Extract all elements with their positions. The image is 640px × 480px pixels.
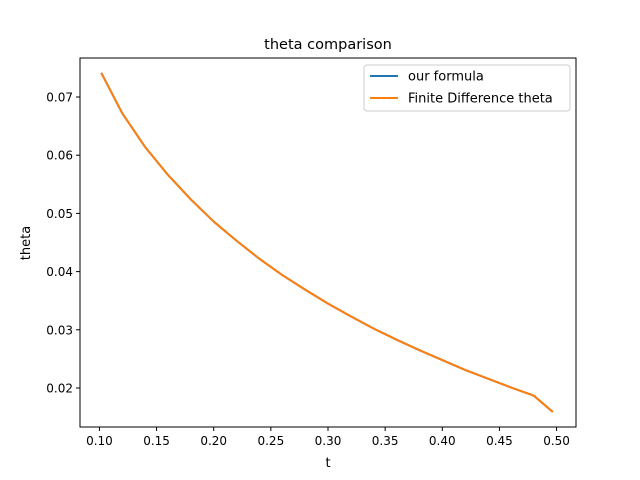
chart-title: theta comparison — [264, 37, 392, 53]
x-axis-label: t — [325, 456, 330, 471]
y-tick-label: 0.05 — [46, 207, 73, 221]
x-tick-label: 0.35 — [372, 434, 399, 448]
y-tick-label: 0.06 — [46, 149, 73, 163]
x-tick-label: 0.45 — [486, 434, 513, 448]
x-tick-label: 0.50 — [543, 434, 570, 448]
x-tick-label: 0.30 — [315, 434, 342, 448]
x-tick-label: 0.25 — [257, 434, 284, 448]
x-tick-label: 0.40 — [429, 434, 456, 448]
x-tick-label: 0.10 — [86, 434, 113, 448]
legend: our formula Finite Difference theta — [363, 64, 571, 112]
series-line-finite-difference-theta — [100, 72, 554, 413]
legend-label-finite-difference-theta: Finite Difference theta — [408, 92, 553, 107]
x-tick-label: 0.15 — [143, 434, 170, 448]
series-layer — [100, 72, 554, 413]
x-axis-ticks: 0.10 0.15 0.20 0.25 0.30 0.35 0.40 0.45 0.50 — [86, 427, 570, 448]
y-axis-label: theta — [19, 226, 34, 260]
legend-box — [363, 64, 571, 112]
y-tick-label: 0.07 — [46, 90, 73, 104]
legend-label-our-formula: our formula — [408, 70, 484, 85]
y-tick-label: 0.02 — [46, 382, 73, 396]
y-tick-label: 0.03 — [46, 323, 73, 337]
y-tick-label: 0.04 — [46, 265, 73, 279]
x-tick-label: 0.20 — [200, 434, 227, 448]
y-axis-ticks: 0.02 0.03 0.04 0.05 0.06 0.07 — [46, 90, 80, 396]
